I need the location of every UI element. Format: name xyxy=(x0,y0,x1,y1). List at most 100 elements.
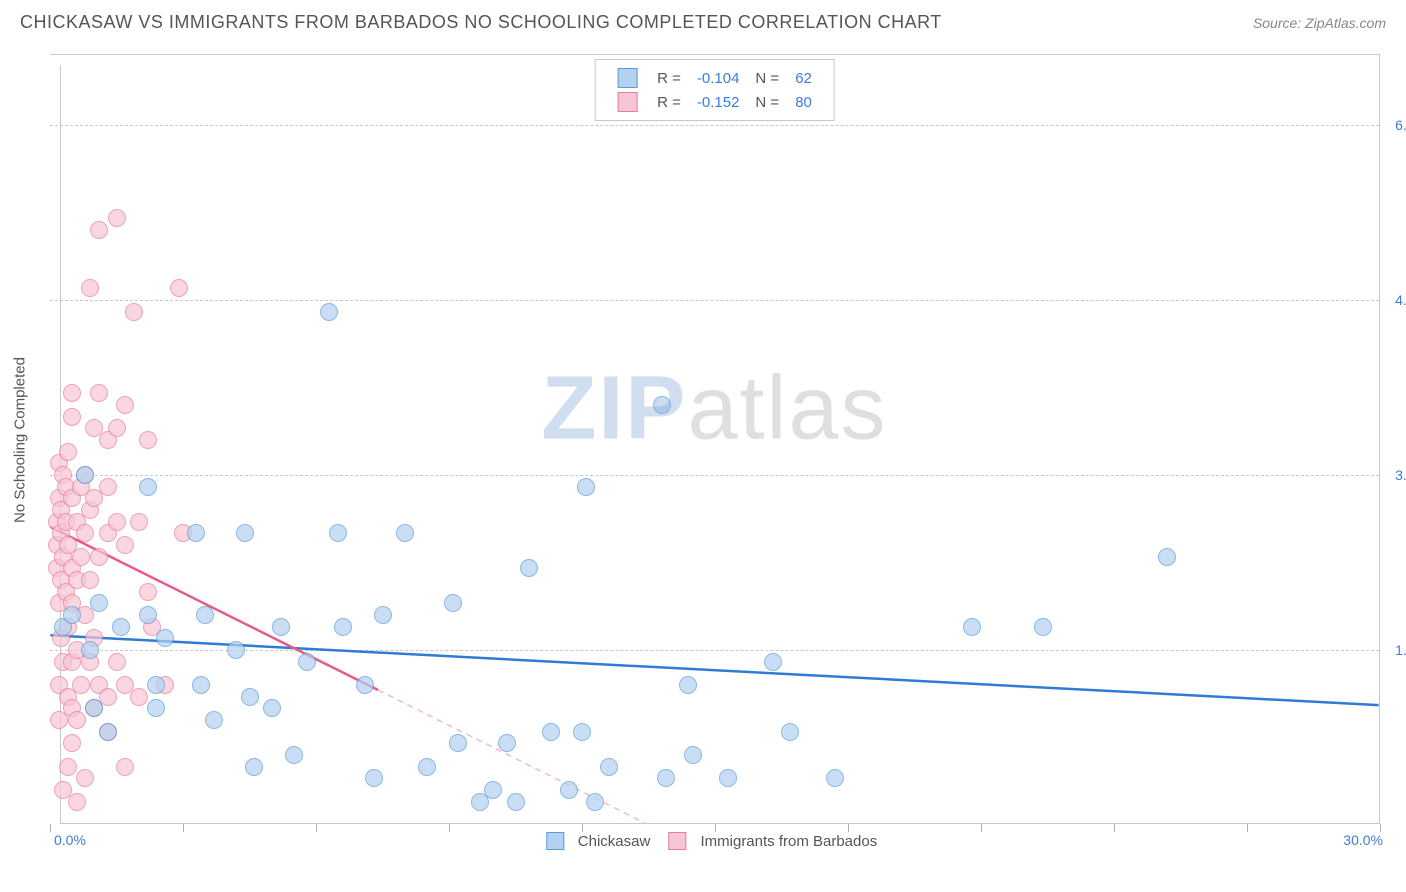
y-tick-label: 4.5% xyxy=(1395,292,1406,308)
point-chickasaw xyxy=(90,594,108,612)
point-barbados xyxy=(90,548,108,566)
y-tick-label: 1.5% xyxy=(1395,642,1406,658)
point-chickasaw xyxy=(374,606,392,624)
point-barbados xyxy=(68,711,86,729)
point-chickasaw xyxy=(285,746,303,764)
point-barbados xyxy=(116,396,134,414)
point-chickasaw xyxy=(586,793,604,811)
point-chickasaw xyxy=(520,559,538,577)
point-chickasaw xyxy=(236,524,254,542)
point-barbados xyxy=(108,209,126,227)
legend-series: Chickasaw Immigrants from Barbados xyxy=(542,832,887,850)
point-barbados xyxy=(170,279,188,297)
point-chickasaw xyxy=(418,758,436,776)
point-chickasaw xyxy=(192,676,210,694)
point-chickasaw xyxy=(573,723,591,741)
point-barbados xyxy=(130,688,148,706)
point-chickasaw xyxy=(679,676,697,694)
point-chickasaw xyxy=(272,618,290,636)
point-chickasaw xyxy=(205,711,223,729)
point-barbados xyxy=(125,303,143,321)
header: CHICKASAW VS IMMIGRANTS FROM BARBADOS NO… xyxy=(0,0,1406,41)
point-chickasaw xyxy=(81,641,99,659)
swatch-chickasaw xyxy=(617,68,637,88)
point-chickasaw xyxy=(719,769,737,787)
point-barbados xyxy=(139,431,157,449)
point-barbados xyxy=(76,769,94,787)
point-barbados xyxy=(59,443,77,461)
point-barbados xyxy=(72,548,90,566)
point-chickasaw xyxy=(112,618,130,636)
point-barbados xyxy=(76,524,94,542)
point-chickasaw xyxy=(245,758,263,776)
legend-row-barbados: R =-0.152 N =80 xyxy=(609,90,820,114)
swatch-barbados-bottom xyxy=(668,832,686,850)
x-axis-max-label: 30.0% xyxy=(1343,832,1383,848)
point-barbados xyxy=(59,758,77,776)
point-barbados xyxy=(116,536,134,554)
point-chickasaw xyxy=(600,758,618,776)
swatch-chickasaw-bottom xyxy=(546,832,564,850)
point-chickasaw xyxy=(99,723,117,741)
point-chickasaw xyxy=(187,524,205,542)
y-axis-title: No Schooling Completed xyxy=(12,357,29,523)
point-chickasaw xyxy=(484,781,502,799)
point-chickasaw xyxy=(826,769,844,787)
point-barbados xyxy=(63,408,81,426)
point-chickasaw xyxy=(139,478,157,496)
point-chickasaw xyxy=(63,606,81,624)
point-barbados xyxy=(99,478,117,496)
point-chickasaw xyxy=(241,688,259,706)
point-chickasaw xyxy=(963,618,981,636)
point-chickasaw xyxy=(542,723,560,741)
point-chickasaw xyxy=(147,676,165,694)
point-barbados xyxy=(81,571,99,589)
legend-correlation: R =-0.104 N =62 R =-0.152 N =80 xyxy=(594,59,835,121)
point-chickasaw xyxy=(263,699,281,717)
point-barbados xyxy=(81,279,99,297)
legend-row-chickasaw: R =-0.104 N =62 xyxy=(609,66,820,90)
swatch-barbados xyxy=(617,92,637,112)
scatter-points xyxy=(50,55,1379,824)
point-chickasaw xyxy=(85,699,103,717)
point-barbados xyxy=(116,758,134,776)
point-chickasaw xyxy=(1034,618,1052,636)
point-chickasaw xyxy=(329,524,347,542)
y-tick-label: 3.0% xyxy=(1395,467,1406,483)
point-chickasaw xyxy=(498,734,516,752)
point-chickasaw xyxy=(449,734,467,752)
point-chickasaw xyxy=(653,396,671,414)
point-barbados xyxy=(90,384,108,402)
point-chickasaw xyxy=(156,629,174,647)
point-barbados xyxy=(108,653,126,671)
point-barbados xyxy=(63,734,81,752)
point-barbados xyxy=(139,583,157,601)
point-chickasaw xyxy=(356,676,374,694)
point-chickasaw xyxy=(396,524,414,542)
point-barbados xyxy=(63,384,81,402)
point-chickasaw xyxy=(365,769,383,787)
point-barbados xyxy=(130,513,148,531)
point-barbados xyxy=(68,793,86,811)
point-chickasaw xyxy=(560,781,578,799)
point-chickasaw xyxy=(444,594,462,612)
point-chickasaw xyxy=(577,478,595,496)
point-chickasaw xyxy=(764,653,782,671)
point-chickasaw xyxy=(139,606,157,624)
point-chickasaw xyxy=(147,699,165,717)
source-label: Source: ZipAtlas.com xyxy=(1253,15,1386,31)
x-axis-min-label: 0.0% xyxy=(54,832,86,848)
y-tick-label: 6.0% xyxy=(1395,117,1406,133)
point-chickasaw xyxy=(684,746,702,764)
point-chickasaw xyxy=(781,723,799,741)
chart-title: CHICKASAW VS IMMIGRANTS FROM BARBADOS NO… xyxy=(20,12,942,33)
point-chickasaw xyxy=(1158,548,1176,566)
point-barbados xyxy=(72,676,90,694)
point-chickasaw xyxy=(657,769,675,787)
point-chickasaw xyxy=(227,641,245,659)
point-chickasaw xyxy=(76,466,94,484)
point-barbados xyxy=(108,419,126,437)
point-chickasaw xyxy=(334,618,352,636)
point-barbados xyxy=(90,221,108,239)
point-barbados xyxy=(108,513,126,531)
